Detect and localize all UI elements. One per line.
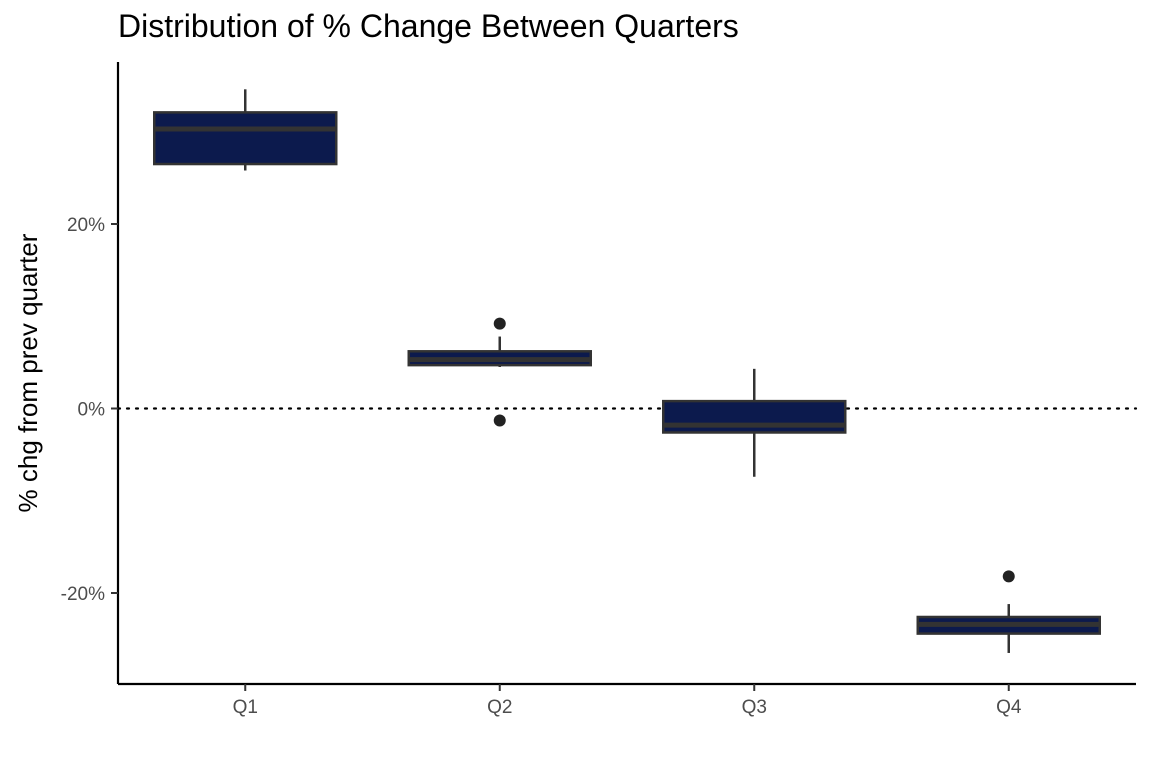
box-iqr: [662, 399, 847, 434]
box-iqr: [153, 111, 338, 166]
box-q1: [153, 89, 338, 171]
x-tick-label: Q3: [742, 697, 767, 718]
outlier-point: [1002, 570, 1015, 583]
y-tick-label: -20%: [61, 584, 105, 605]
boxes-layer: [153, 89, 1101, 653]
axes-layer: [116, 62, 1136, 686]
box-q2: [407, 317, 592, 427]
chart-title: Distribution of % Change Between Quarter…: [118, 8, 739, 44]
x-tick-label: Q1: [233, 697, 258, 718]
box-q3: [662, 368, 847, 477]
x-tick-label: Q4: [996, 697, 1022, 718]
y-tick-label: 0%: [78, 400, 106, 421]
x-tick-label: Q2: [487, 697, 512, 718]
outlier-point: [493, 317, 506, 330]
box-q4: [916, 570, 1101, 653]
y-axis-title: % chg from prev quarter: [13, 233, 43, 512]
outlier-point: [493, 414, 506, 427]
ticks-layer: -20% 0% 20% Q1 Q2 Q3 Q4: [61, 215, 1022, 718]
y-tick-label: 20%: [67, 215, 105, 236]
